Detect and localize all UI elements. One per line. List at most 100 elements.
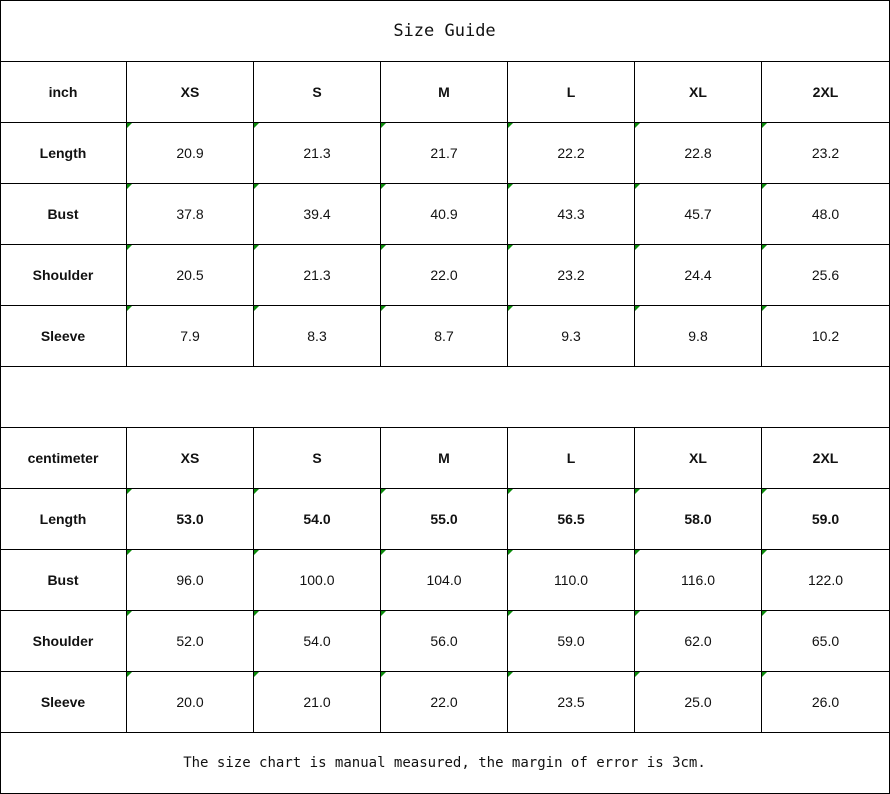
cell-marker-icon [635, 550, 640, 555]
unit-header: inch [0, 62, 127, 123]
measurement-cell-text: 58.0 [684, 511, 712, 527]
size-header-text: S [312, 450, 322, 466]
cell-marker-icon [127, 550, 132, 555]
cell-marker-icon [508, 184, 513, 189]
cell-marker-icon [254, 306, 259, 311]
measurement-cell: 26.0 [762, 672, 890, 733]
cell-marker-icon [381, 245, 386, 250]
measurement-cell-text: 116.0 [681, 572, 715, 588]
cell-marker-icon [508, 245, 513, 250]
row-label: Shoulder [0, 245, 127, 306]
measurement-cell-text: 20.0 [176, 694, 204, 710]
measurement-cell-text: 22.0 [430, 694, 458, 710]
measurement-cell-text: 22.2 [557, 145, 585, 161]
cell-marker-icon [127, 184, 132, 189]
cell-marker-icon [254, 611, 259, 616]
measurement-cell-text: 55.0 [430, 511, 458, 527]
measurement-cell: 110.0 [508, 550, 635, 611]
spacer-row [0, 367, 890, 428]
measurement-cell-text: 54.0 [303, 511, 331, 527]
cell-marker-icon [635, 611, 640, 616]
cell-marker-icon [127, 123, 132, 128]
row-label: Shoulder [0, 611, 127, 672]
measurement-cell-text: 40.9 [430, 206, 458, 222]
measurement-cell: 37.8 [127, 184, 254, 245]
row-label-text: Sleeve [40, 328, 86, 344]
row-label: Bust [0, 550, 127, 611]
measurement-cell-text: 8.3 [307, 328, 327, 344]
cell-marker-icon [254, 123, 259, 128]
measurement-cell: 39.4 [254, 184, 381, 245]
cell-marker-icon [381, 611, 386, 616]
measurement-cell: 96.0 [127, 550, 254, 611]
measurement-cell: 9.3 [508, 306, 635, 367]
cell-marker-icon [508, 123, 513, 128]
measurement-cell: 100.0 [254, 550, 381, 611]
size-header-text: L [566, 450, 576, 466]
measurement-cell: 53.0 [127, 489, 254, 550]
measurement-cell-text: 59.0 [557, 633, 585, 649]
row-label-text: Shoulder [32, 267, 94, 283]
measurement-cell-text: 9.8 [688, 328, 708, 344]
measurement-cell-text: 45.7 [684, 206, 712, 222]
row-label-text: Bust [47, 572, 79, 588]
size-header-text: XS [180, 450, 200, 466]
cell-marker-icon [508, 611, 513, 616]
cell-marker-icon [381, 672, 386, 677]
cell-marker-icon [635, 306, 640, 311]
cell-marker-icon [762, 184, 767, 189]
size-header: L [508, 428, 635, 489]
measurement-cell-text: 9.3 [561, 328, 581, 344]
measurement-cell: 54.0 [254, 489, 381, 550]
measurement-cell: 45.7 [635, 184, 762, 245]
cell-marker-icon [127, 611, 132, 616]
measurement-cell-text: 56.0 [430, 633, 458, 649]
size-header: M [381, 62, 508, 123]
measurement-cell: 23.2 [508, 245, 635, 306]
measurement-cell: 22.8 [635, 123, 762, 184]
measurement-cell-text: 8.7 [434, 328, 454, 344]
measurement-cell-text: 56.5 [557, 511, 585, 527]
size-header-text: 2XL [812, 450, 839, 466]
measurement-cell-text: 21.7 [430, 145, 458, 161]
size-header-text: 2XL [812, 84, 839, 100]
measurement-cell: 21.3 [254, 245, 381, 306]
size-header: XL [635, 62, 762, 123]
measurement-cell-text: 100.0 [299, 572, 335, 588]
row-label: Length [0, 489, 127, 550]
cell-marker-icon [254, 245, 259, 250]
measurement-cell: 59.0 [762, 489, 890, 550]
measurement-cell: 58.0 [635, 489, 762, 550]
cell-marker-icon [127, 245, 132, 250]
measurement-cell: 48.0 [762, 184, 890, 245]
row-label: Length [0, 123, 127, 184]
size-guide-title: Size Guide [0, 0, 890, 62]
row-label-text: Sleeve [40, 694, 86, 710]
measurement-cell-text: 59.0 [811, 511, 840, 527]
size-header: S [254, 428, 381, 489]
unit-header-text: inch [48, 84, 78, 100]
cell-marker-icon [635, 123, 640, 128]
measurement-cell: 40.9 [381, 184, 508, 245]
row-label-text: Bust [47, 206, 79, 222]
row-label: Sleeve [0, 672, 127, 733]
measurement-cell-text: 21.0 [303, 694, 331, 710]
cell-marker-icon [762, 550, 767, 555]
measurement-cell: 22.0 [381, 245, 508, 306]
measurement-cell: 7.9 [127, 306, 254, 367]
measurement-cell: 8.7 [381, 306, 508, 367]
row-label: Sleeve [0, 306, 127, 367]
size-header-text: S [312, 84, 322, 100]
measurement-cell: 59.0 [508, 611, 635, 672]
measurement-cell-text: 43.3 [557, 206, 585, 222]
measurement-cell: 55.0 [381, 489, 508, 550]
measurement-cell: 43.3 [508, 184, 635, 245]
measurement-cell: 23.2 [762, 123, 890, 184]
size-header: S [254, 62, 381, 123]
measurement-cell-text: 62.0 [684, 633, 712, 649]
measurement-cell: 21.3 [254, 123, 381, 184]
row-label-text: Length [39, 511, 87, 527]
measurement-cell-text: 20.9 [176, 145, 204, 161]
measurement-cell: 25.6 [762, 245, 890, 306]
size-header: XL [635, 428, 762, 489]
